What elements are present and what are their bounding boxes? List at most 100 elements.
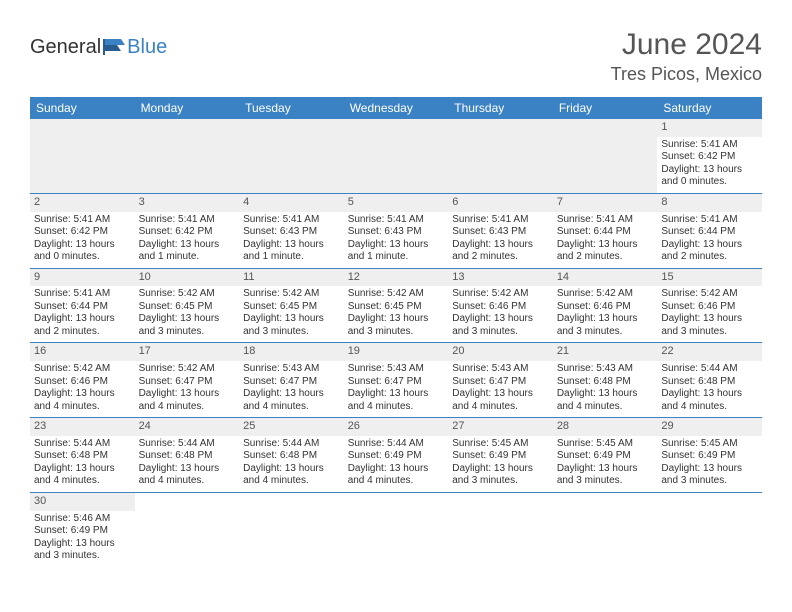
day-info-cell [239,137,344,194]
day-info-line: Sunrise: 5:41 AM [34,214,131,227]
day-number-cell [30,119,135,137]
day-info-line: Sunset: 6:48 PM [139,450,236,463]
day-info-line: Sunset: 6:42 PM [34,226,131,239]
calendar-table: Sunday Monday Tuesday Wednesday Thursday… [30,97,762,567]
day-number-cell [344,119,449,137]
day-info-line: Sunset: 6:42 PM [661,151,758,164]
day-number-cell: 25 [239,418,344,436]
day-info-line: and 3 minutes. [452,326,549,339]
day-info-line: Sunrise: 5:41 AM [452,214,549,227]
info-row: Sunrise: 5:41 AMSunset: 6:42 PMDaylight:… [30,137,762,194]
day-info-line: Sunrise: 5:44 AM [243,438,340,451]
day-info-line: and 2 minutes. [661,251,758,264]
daynum-row: 16171819202122 [30,343,762,361]
day-info-line: Sunrise: 5:43 AM [557,363,654,376]
day-info-line: and 4 minutes. [243,475,340,488]
day-info-line: Daylight: 13 hours [661,388,758,401]
day-info-line: Sunset: 6:49 PM [34,525,131,538]
day-info-line: and 4 minutes. [557,401,654,414]
day-number-cell: 14 [553,268,658,286]
day-number-cell [553,492,658,510]
day-info-line: and 4 minutes. [139,475,236,488]
day-number-cell [344,492,449,510]
day-info-line: Sunset: 6:43 PM [348,226,445,239]
info-row: Sunrise: 5:46 AMSunset: 6:49 PMDaylight:… [30,511,762,567]
day-info-line: Sunrise: 5:44 AM [348,438,445,451]
info-row: Sunrise: 5:41 AMSunset: 6:42 PMDaylight:… [30,212,762,269]
day-info-line: and 4 minutes. [452,401,549,414]
daynum-row: 23242526272829 [30,418,762,436]
day-number-cell: 26 [344,418,449,436]
day-number-cell: 11 [239,268,344,286]
day-number-cell [657,492,762,510]
day-info-line: Daylight: 13 hours [452,463,549,476]
weekday-header: Saturday [657,97,762,119]
day-info-line: Sunrise: 5:42 AM [34,363,131,376]
day-info-cell [30,137,135,194]
calendar-body: 1 Sunrise: 5:41 AMSunset: 6:42 PMDayligh… [30,119,762,567]
day-info-cell: Sunrise: 5:42 AMSunset: 6:45 PMDaylight:… [344,286,449,343]
day-info-cell: Sunrise: 5:43 AMSunset: 6:47 PMDaylight:… [239,361,344,418]
day-info-line: Daylight: 13 hours [348,388,445,401]
weekday-header-row: Sunday Monday Tuesday Wednesday Thursday… [30,97,762,119]
brand-part2: Blue [127,36,167,59]
day-info-line: Sunrise: 5:42 AM [348,288,445,301]
day-info-line: and 4 minutes. [348,475,445,488]
day-info-line: Sunrise: 5:41 AM [661,139,758,152]
day-info-line: Daylight: 13 hours [452,239,549,252]
day-number-cell: 1 [657,119,762,137]
day-number-cell: 4 [239,193,344,211]
day-info-line: Daylight: 13 hours [139,388,236,401]
weekday-header: Sunday [30,97,135,119]
day-number-cell [239,492,344,510]
day-number-cell: 8 [657,193,762,211]
day-info-cell: Sunrise: 5:43 AMSunset: 6:47 PMDaylight:… [448,361,553,418]
day-info-cell: Sunrise: 5:41 AMSunset: 6:44 PMDaylight:… [30,286,135,343]
day-info-line: Sunrise: 5:43 AM [452,363,549,376]
weekday-header: Tuesday [239,97,344,119]
day-info-line: Sunset: 6:47 PM [243,376,340,389]
day-info-cell: Sunrise: 5:41 AMSunset: 6:44 PMDaylight:… [553,212,658,269]
day-info-cell: Sunrise: 5:44 AMSunset: 6:49 PMDaylight:… [344,436,449,493]
day-info-cell: Sunrise: 5:42 AMSunset: 6:46 PMDaylight:… [657,286,762,343]
day-info-line: and 3 minutes. [34,550,131,563]
day-info-cell: Sunrise: 5:42 AMSunset: 6:46 PMDaylight:… [448,286,553,343]
day-info-line: Sunrise: 5:45 AM [661,438,758,451]
day-number-cell [135,119,240,137]
day-number-cell: 23 [30,418,135,436]
day-number-cell [135,492,240,510]
weekday-header: Wednesday [344,97,449,119]
weekday-header: Friday [553,97,658,119]
day-info-line: Daylight: 13 hours [557,313,654,326]
day-info-line: Sunset: 6:49 PM [348,450,445,463]
day-info-line: Sunrise: 5:45 AM [557,438,654,451]
day-number-cell: 28 [553,418,658,436]
day-info-cell: Sunrise: 5:41 AMSunset: 6:43 PMDaylight:… [448,212,553,269]
day-number-cell [448,492,553,510]
day-info-line: Sunset: 6:46 PM [34,376,131,389]
day-info-line: and 3 minutes. [557,326,654,339]
day-info-line: Sunset: 6:47 PM [452,376,549,389]
day-info-line: Daylight: 13 hours [243,463,340,476]
day-number-cell: 7 [553,193,658,211]
day-info-line: and 4 minutes. [243,401,340,414]
day-info-line: Sunset: 6:48 PM [661,376,758,389]
day-info-line: Daylight: 13 hours [243,388,340,401]
day-info-line: Sunrise: 5:41 AM [557,214,654,227]
day-info-line: and 1 minute. [348,251,445,264]
day-info-line: Sunset: 6:43 PM [243,226,340,239]
day-info-line: Sunset: 6:47 PM [139,376,236,389]
day-number-cell: 2 [30,193,135,211]
day-info-cell [239,511,344,567]
day-info-cell: Sunrise: 5:42 AMSunset: 6:47 PMDaylight:… [135,361,240,418]
day-info-line: Sunrise: 5:42 AM [243,288,340,301]
day-info-cell: Sunrise: 5:44 AMSunset: 6:48 PMDaylight:… [657,361,762,418]
day-info-line: Sunrise: 5:45 AM [452,438,549,451]
day-info-cell: Sunrise: 5:41 AMSunset: 6:43 PMDaylight:… [344,212,449,269]
info-row: Sunrise: 5:41 AMSunset: 6:44 PMDaylight:… [30,286,762,343]
day-info-line: Daylight: 13 hours [139,463,236,476]
day-info-line: Daylight: 13 hours [34,463,131,476]
day-info-line: Daylight: 13 hours [34,538,131,551]
day-number-cell: 12 [344,268,449,286]
day-info-line: and 0 minutes. [661,176,758,189]
